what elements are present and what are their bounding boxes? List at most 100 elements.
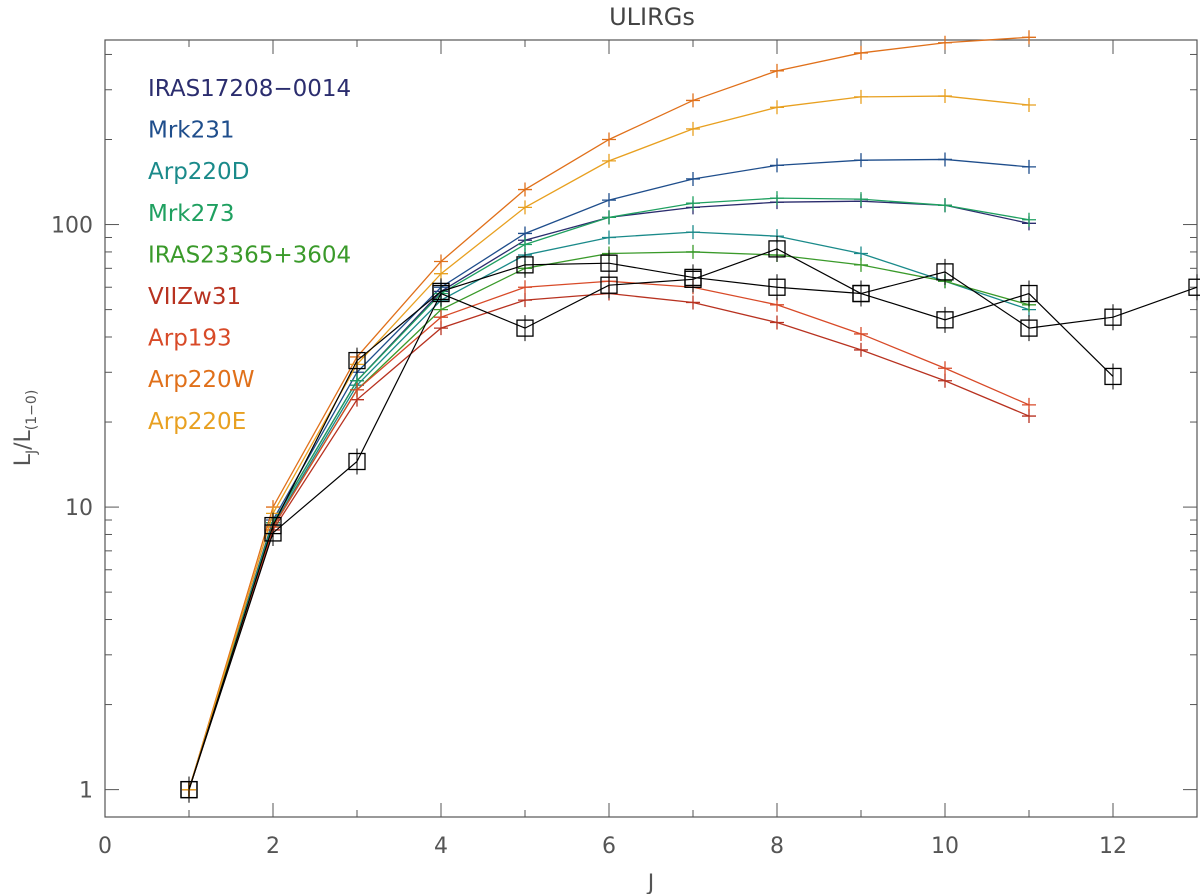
data-point-plus	[770, 100, 784, 115]
data-point-plus	[602, 153, 616, 168]
data-point-square	[264, 524, 282, 542]
data-point-plus	[938, 89, 952, 104]
x-tick-label: 4	[434, 834, 448, 859]
data-point-square	[1020, 284, 1038, 303]
legend-entry: Mrk273	[148, 201, 235, 227]
data-point-plus	[350, 382, 364, 397]
data-point-square	[348, 351, 366, 370]
data-point-plus	[854, 89, 868, 104]
data-point-plus	[686, 93, 700, 108]
data-point-square	[852, 284, 870, 303]
data-point-plus	[518, 293, 532, 308]
y-axis-label: LJ/L(1−0)	[11, 390, 40, 467]
x-tick-label: 10	[931, 834, 959, 859]
observed-line	[188, 248, 1114, 790]
data-point-plus	[686, 196, 700, 211]
x-tick-label: 8	[770, 834, 784, 859]
data-point-plus	[1022, 97, 1036, 112]
data-point-square	[600, 254, 618, 272]
data-point-plus	[938, 361, 952, 376]
data-point-plus	[1022, 30, 1036, 45]
data-point-plus	[770, 158, 784, 173]
x-axis-label: J	[646, 871, 655, 894]
x-tick-label: 2	[266, 834, 280, 859]
data-point-plus	[518, 280, 532, 295]
data-point-square	[684, 270, 702, 288]
data-point-square	[936, 311, 954, 329]
y-label-slash: /L	[11, 429, 36, 449]
data-point-plus	[602, 193, 616, 208]
data-point-square	[1104, 367, 1122, 386]
series-lines	[182, 30, 1036, 797]
data-point-square	[768, 240, 786, 258]
data-point-plus	[686, 171, 700, 186]
data-point-plus	[686, 121, 700, 136]
data-point-plus	[434, 254, 448, 269]
x-tick-label: 6	[602, 834, 616, 859]
data-point-plus	[434, 310, 448, 325]
data-point-plus	[938, 198, 952, 213]
legend-entry: IRAS17208−0014	[148, 76, 351, 102]
y-label-sub-10: (1−0)	[24, 390, 40, 430]
data-point-square	[1020, 319, 1038, 337]
data-point-square	[516, 319, 534, 337]
data-point-plus	[770, 315, 784, 330]
y-tick-label: 100	[51, 214, 93, 239]
chart-title: ULIRGs	[609, 3, 695, 31]
legend-entry: Arp193	[148, 326, 232, 352]
data-point-plus	[1022, 397, 1036, 412]
x-tick-labels: 0 2 4 6 8 10 12	[98, 834, 1127, 859]
data-point-square	[432, 284, 450, 303]
series-arp193	[182, 274, 1036, 797]
data-point-square	[348, 452, 366, 471]
data-point-plus	[518, 200, 532, 215]
data-point-plus	[854, 192, 868, 207]
data-point-square	[768, 278, 786, 296]
data-point-plus	[1022, 159, 1036, 174]
axis-ticks	[104, 40, 1198, 817]
data-point-square	[1104, 308, 1122, 326]
y-label-sub-j: J	[24, 450, 40, 455]
observed-line	[188, 262, 1198, 790]
data-point-plus	[602, 132, 616, 147]
data-point-plus	[854, 326, 868, 341]
data-point-plus	[938, 152, 952, 167]
data-point-plus	[602, 230, 616, 245]
data-point-plus	[686, 295, 700, 310]
data-point-square	[600, 276, 618, 294]
legend-entry: IRAS23365+3604	[148, 242, 351, 268]
data-point-plus	[686, 225, 700, 240]
legend-entry: Arp220D	[148, 159, 249, 185]
observed-lines	[180, 235, 1200, 803]
data-point-plus	[434, 266, 448, 281]
x-tick-label: 0	[98, 834, 112, 859]
y-tick-label: 10	[65, 496, 93, 521]
legend-entry: Arp220W	[148, 367, 254, 393]
data-point-plus	[770, 191, 784, 206]
series-observed-a	[180, 250, 1200, 803]
series-line	[188, 36, 1030, 790]
series-arp220d	[182, 225, 1036, 797]
data-point-plus	[938, 373, 952, 388]
data-point-square	[180, 780, 198, 799]
series-iras23365-3604	[182, 244, 1036, 797]
data-point-plus	[1022, 212, 1036, 227]
data-point-plus	[770, 63, 784, 78]
legend-entry: VIIZw31	[148, 284, 241, 310]
series-line	[188, 280, 1030, 790]
data-point-plus	[518, 182, 532, 197]
x-tick-label: 12	[1099, 834, 1127, 859]
legend-entry: Mrk231	[148, 118, 235, 144]
data-point-square	[516, 256, 534, 274]
y-label-L: L	[11, 453, 36, 466]
series-line	[188, 231, 1030, 790]
series-viizw31	[182, 286, 1036, 797]
data-point-plus	[686, 244, 700, 259]
series-line	[188, 292, 1030, 790]
data-point-plus	[854, 342, 868, 357]
series-line	[188, 251, 1030, 790]
data-point-plus	[854, 45, 868, 60]
series-observed-b	[180, 235, 1122, 803]
legend: IRAS17208−0014 Mrk231 Arp220D Mrk273 IRAS233…	[148, 76, 351, 435]
